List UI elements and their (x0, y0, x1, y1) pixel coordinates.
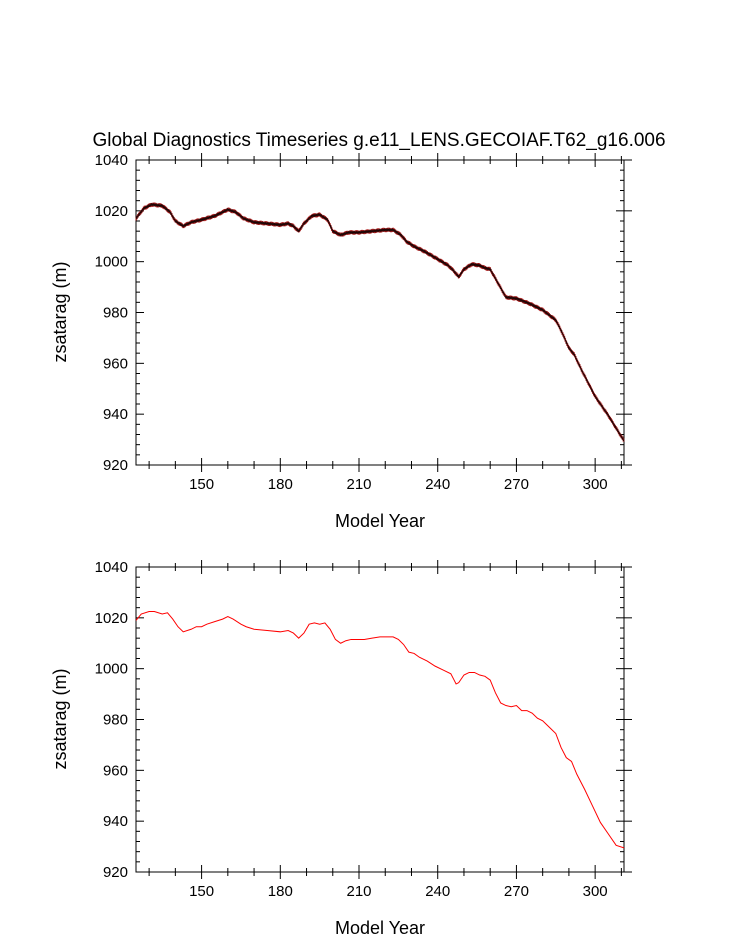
y-tick-label: 960 (103, 355, 128, 372)
x-tick-label: 270 (504, 883, 529, 900)
y-ticks-top: 920 940 960 980 1000 1020 1040 (95, 152, 632, 474)
y-tick-label: 1000 (95, 661, 128, 678)
series-top (135, 202, 625, 442)
x-tick-label: 210 (346, 883, 371, 900)
y-axis-title-bottom: zsatarag (m) (50, 668, 70, 769)
x-tick-label: 180 (268, 476, 293, 493)
y-tick-label: 980 (103, 712, 128, 729)
y-tick-label: 960 (103, 762, 128, 779)
y-ticks-bottom: 920 940 960 980 1000 1020 1040 (95, 559, 632, 881)
series-line-annual (135, 610, 625, 849)
y-tick-label: 1040 (95, 152, 128, 169)
panel-top: 150 180 210 240 270 300 920 940 960 980 1000 1020 1… (50, 152, 632, 531)
y-tick-label: 1000 (95, 254, 128, 271)
y-tick-label: 1040 (95, 559, 128, 576)
chart-title: Global Diagnostics Timeseries g.e11_LENS… (92, 130, 665, 151)
plot-frame-bottom (135, 566, 625, 873)
y-tick-label: 940 (103, 406, 128, 423)
x-tick-label: 150 (189, 476, 214, 493)
plot-frame-top (135, 159, 625, 466)
x-tick-label: 150 (189, 883, 214, 900)
series-bottom (135, 610, 625, 849)
y-tick-label: 980 (103, 305, 128, 322)
x-axis-title-top: Model Year (335, 511, 425, 531)
x-tick-label: 270 (504, 476, 529, 493)
y-tick-label: 920 (103, 457, 128, 474)
x-tick-label: 300 (583, 883, 608, 900)
y-tick-label: 920 (103, 864, 128, 881)
x-ticks-bottom: 150 180 210 240 270 300 (148, 560, 622, 900)
x-ticks-top: 150 180 210 240 270 300 (148, 153, 622, 493)
x-tick-label: 210 (346, 476, 371, 493)
series-line-overlay (135, 202, 625, 442)
y-tick-label: 940 (103, 813, 128, 830)
x-tick-label: 300 (583, 476, 608, 493)
y-tick-label: 1020 (95, 610, 128, 627)
series-line-monthly (135, 202, 625, 442)
panel-bottom: 150 180 210 240 270 300 920 940 960 980 1000 1020 1… (50, 559, 632, 938)
y-axis-title-top: zsatarag (m) (50, 261, 70, 362)
x-tick-label: 240 (425, 476, 450, 493)
x-tick-label: 180 (268, 883, 293, 900)
y-tick-label: 1020 (95, 203, 128, 220)
x-axis-title-bottom: Model Year (335, 918, 425, 938)
x-tick-label: 240 (425, 883, 450, 900)
